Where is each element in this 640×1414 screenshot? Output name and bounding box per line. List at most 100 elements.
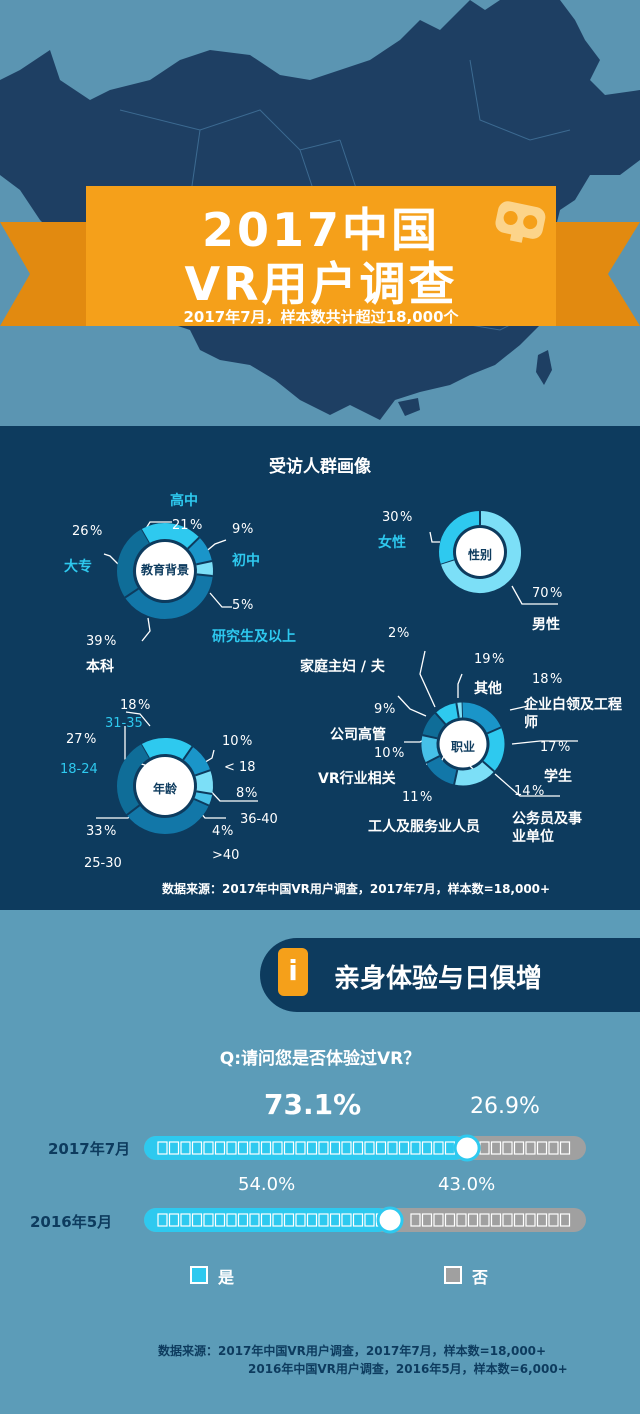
age-value-36-40: 8 xyxy=(236,786,245,801)
section-title: 亲身体验与日俱增 xyxy=(334,964,543,994)
occ-value-whitecollar: 18 xyxy=(532,672,549,687)
bar-segment xyxy=(444,1213,456,1227)
age-label-over40: >40 xyxy=(212,848,240,863)
title-banner xyxy=(86,186,556,326)
occ-label-homemaker: 家庭主妇 / 夫 xyxy=(300,659,385,675)
edu-value-bachelor: 39 xyxy=(86,634,103,649)
taiwan-shape xyxy=(536,350,552,385)
bar-segment xyxy=(295,1141,306,1155)
edu-center-label: 教育背景 xyxy=(140,563,189,577)
bar-segment xyxy=(513,1141,525,1155)
occ-center-label: 职业 xyxy=(450,740,475,754)
gender-label-male: 男性 xyxy=(532,617,560,633)
section-header-bar xyxy=(260,938,640,1012)
bar-segment xyxy=(318,1213,329,1227)
bar-segment xyxy=(341,1141,352,1155)
bar-segment xyxy=(433,1213,444,1227)
bar-segment xyxy=(260,1141,272,1155)
bar-segment xyxy=(214,1141,226,1155)
china-map xyxy=(0,0,640,420)
survey-question: Q:请问您是否体验过VR？ xyxy=(219,1049,421,1069)
occ-value-student: 17 xyxy=(540,740,557,755)
gender-value-female: 30 xyxy=(382,510,399,525)
bar-segment xyxy=(318,1141,329,1155)
edu-label-graduate: 研究生及以上 xyxy=(212,629,296,645)
donut-3-gap-4 xyxy=(425,755,440,764)
donut-3-slice-5 xyxy=(422,712,446,739)
occ-label-student: 学生 xyxy=(544,769,572,785)
donut-2-slice-5 xyxy=(117,744,150,816)
occ-label-civil: 公务员及事业单位 xyxy=(512,811,582,845)
donut-2-center xyxy=(136,757,194,815)
occ-label-executive: 公司高管 xyxy=(330,727,386,743)
bar-segment xyxy=(502,1213,513,1227)
donut-1 xyxy=(439,511,521,593)
section-number: i xyxy=(288,954,298,987)
edu-value-graduate: 5 xyxy=(232,598,241,613)
bar-segment xyxy=(180,1141,191,1155)
occ-label-vrindustry: VR行业相关 xyxy=(318,771,396,787)
donut-0-gap-2 xyxy=(196,560,213,566)
donut-3-gap-3 xyxy=(453,769,459,785)
age-center-label: 年龄 xyxy=(152,782,177,796)
bar-segment xyxy=(502,1141,513,1155)
donut-3-slice-6 xyxy=(435,703,460,725)
ribbon-left-tail xyxy=(0,222,86,326)
donut-0-slice-3 xyxy=(125,573,213,619)
donut-3-slice-2 xyxy=(454,761,495,786)
bar-segment xyxy=(260,1213,272,1227)
donut-0-gap-4 xyxy=(124,587,139,599)
bar-segment xyxy=(398,1141,410,1155)
edu-value-highschool: 21 xyxy=(172,518,189,533)
value-2017-no: 26.9% xyxy=(470,1094,540,1119)
title-line-2: VR用户调查 xyxy=(184,257,458,311)
donut-3 xyxy=(421,702,505,786)
gender-label-female: 女性 xyxy=(378,535,406,551)
bar-segment xyxy=(283,1141,295,1155)
value-2016-yes: 54.0% xyxy=(238,1174,296,1195)
donut-2-slice-1 xyxy=(182,746,211,776)
gender-center-label: 性别 xyxy=(467,548,492,562)
experience-source-2: 2016年中国VR用户调查，2016年5月，样本数=6,000+ xyxy=(248,1362,568,1376)
occ-label-other: 其他 xyxy=(474,681,502,697)
donut-3-gap-5 xyxy=(422,734,438,740)
bar-segment xyxy=(226,1141,237,1155)
edu-label-college: 大专 xyxy=(64,559,92,575)
bar-segment xyxy=(490,1141,502,1155)
legend-swatch-yes xyxy=(190,1266,208,1284)
bar-segment xyxy=(375,1141,387,1155)
legend-label-yes: 是 xyxy=(218,1268,235,1287)
donut-0-gap-0 xyxy=(140,528,150,544)
edu-value-juniorhigh: 9 xyxy=(232,522,241,537)
donut-2-slice-0 xyxy=(141,738,193,760)
donut-0-slice-0 xyxy=(141,523,200,549)
bar-segment xyxy=(191,1141,203,1155)
edu-value-college: 26 xyxy=(72,524,89,539)
age-label-under18: < 18 xyxy=(224,760,256,775)
donut-3-gap-1 xyxy=(486,726,502,735)
bar-segment xyxy=(364,1141,375,1155)
vr-headset-icon xyxy=(495,201,546,243)
age-label-18-24: 18-24 xyxy=(60,762,98,777)
hainan-shape xyxy=(398,398,420,416)
bar-segment xyxy=(203,1213,214,1227)
occ-value-civil: 14 xyxy=(514,784,531,799)
donut-3-slice-0 xyxy=(461,702,502,734)
bar-segment xyxy=(306,1213,318,1227)
bar-knob-0 xyxy=(453,1134,481,1162)
legend-swatch-no xyxy=(444,1266,462,1284)
age-label-36-40: 36-40 xyxy=(240,812,278,827)
bar-segment xyxy=(421,1141,433,1155)
donut-2-gap-4 xyxy=(193,798,210,807)
age-value-over40: 4 xyxy=(212,824,221,839)
bar-segment xyxy=(548,1141,559,1155)
donut-0-slice-1 xyxy=(187,537,212,565)
bar-segment xyxy=(536,1213,548,1227)
bar-segment xyxy=(364,1213,375,1227)
bar-segment xyxy=(456,1213,467,1227)
age-value-18-24: 27 xyxy=(66,732,83,747)
occ-label-worker: 工人及服务业人员 xyxy=(368,819,480,835)
donut-1-center xyxy=(456,528,504,576)
bar-segment xyxy=(157,1141,168,1155)
